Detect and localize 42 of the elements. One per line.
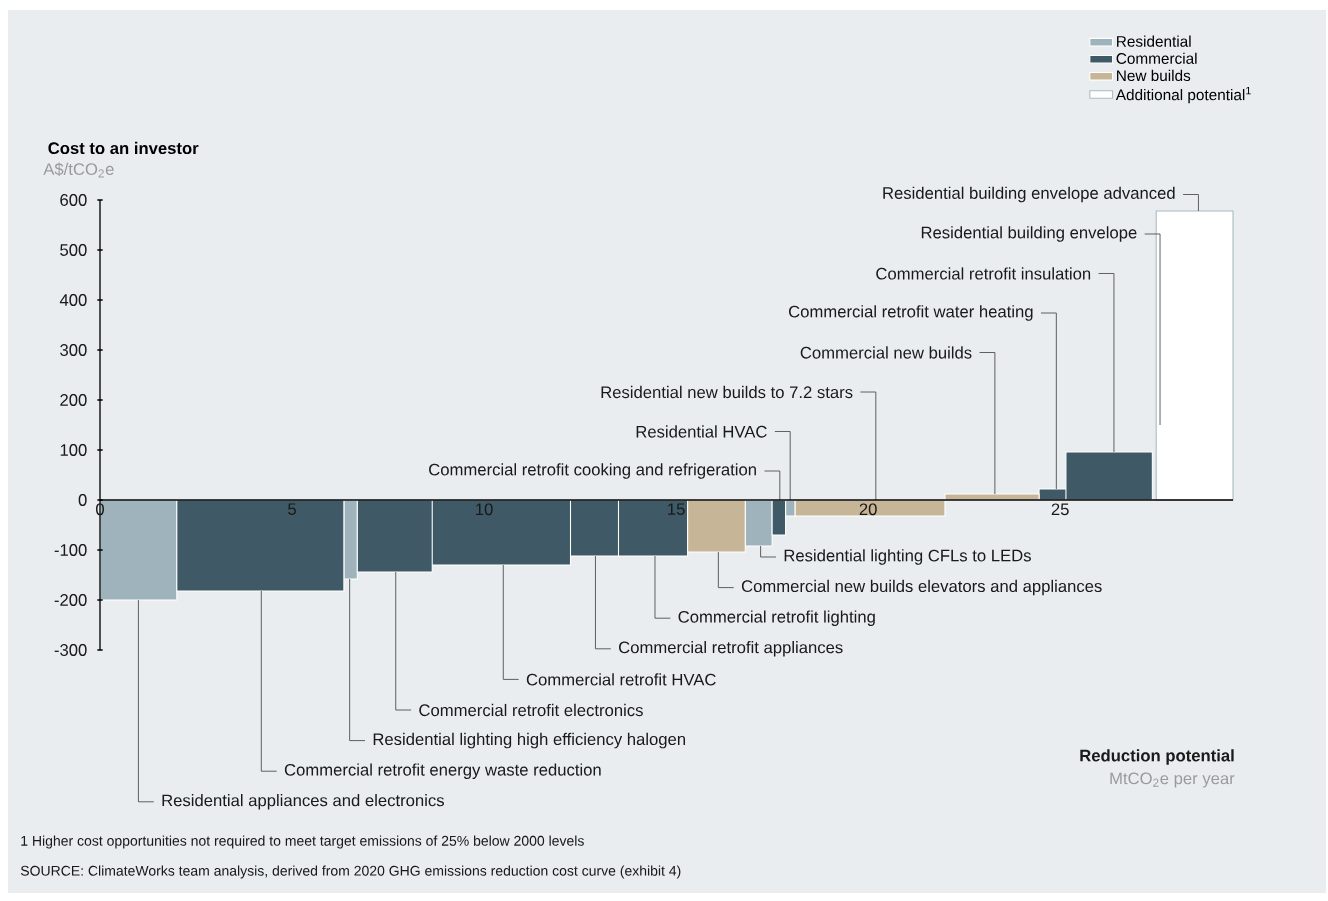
y-tick-label: 0: [78, 494, 87, 506]
annotation: Residential HVAC: [636, 425, 767, 438]
annotation: Commercial retrofit appliances: [619, 641, 843, 657]
y-tick-label: 400: [59, 294, 87, 306]
annotation: Commercial retrofit lighting: [678, 610, 875, 626]
x-tick-label: 5: [288, 503, 296, 516]
x-tick-label: 10: [476, 503, 493, 516]
annotation: Commercial retrofit energy waste reduction: [284, 763, 601, 779]
y-axis-title: Cost to an investor: [48, 141, 199, 155]
source-note: SOURCE: ClimateWorks team analysis, derived from 2020 GHG emissions reduction cost curve (exhibit 4): [20, 865, 681, 879]
y-tick-label: 300: [60, 344, 87, 356]
y-tick-label: 500: [60, 244, 87, 256]
y-tick-label: 200: [60, 394, 87, 406]
legend-label: Residential: [1117, 35, 1191, 47]
legend-label: New builds: [1117, 69, 1191, 82]
x-tick-label: 20: [859, 503, 877, 516]
y-tick-label: 100: [60, 444, 87, 456]
y-tick-label: -200: [54, 594, 87, 606]
annotation: Residential lighting CFLs to LEDs: [784, 549, 1031, 565]
annotation: Commercial retrofit cooking and refrigeration: [429, 463, 756, 479]
x-tick-label: 15: [668, 503, 685, 516]
annotation: Commercial retrofit insulation: [876, 267, 1091, 280]
y-tick-label: -300: [54, 644, 87, 656]
annotation: Commercial new builds: [800, 346, 972, 359]
annotation: Residential appliances and electronics: [162, 794, 444, 810]
text: Reduction potential: [1080, 749, 1234, 765]
text: A$/tCO$_{2}$e: [43, 162, 114, 178]
text: 1 Higher cost opportunities not required to meet target emissions of 25% below 2000 levels: [21, 835, 584, 849]
annotation: Residential lighting high efficiency halogen: [373, 732, 685, 749]
legend-label: Additional potential$^{1}$: [1115, 86, 1251, 104]
text: MtCO$_{2}$e per year: [1110, 772, 1235, 788]
y-tick-label: 600: [60, 194, 87, 206]
x-tick-label: 25: [1051, 503, 1069, 516]
y-tick-label: -100: [54, 544, 87, 556]
annotation: Commercial new builds elevators and appliances: [741, 579, 1102, 596]
annotation: Commercial retrofit water heating: [788, 305, 1033, 321]
annotation: Residential building envelope advanced: [883, 186, 1175, 203]
annotation: Commercial retrofit electronics: [419, 703, 643, 717]
legend-label: Commercial: [1116, 52, 1197, 64]
annotation: Residential new builds to 7.2 stars: [601, 385, 853, 399]
annotation: Commercial retrofit HVAC: [526, 673, 716, 686]
annotation: Residential building envelope: [921, 226, 1137, 242]
